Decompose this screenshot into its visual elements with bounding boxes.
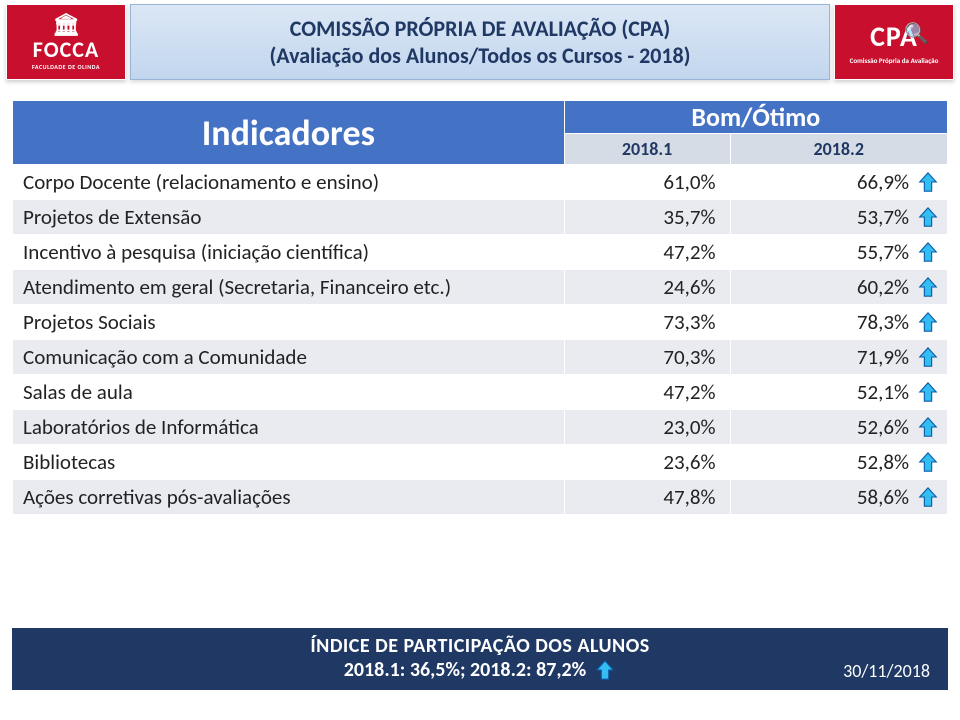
arrow-up-icon (917, 451, 939, 473)
value-period1: 61,0% (564, 165, 730, 200)
value-period2-text: 53,7% (857, 204, 909, 230)
arrow-up-icon (917, 381, 939, 403)
footer-date: 30/11/2018 (843, 660, 930, 682)
value-period2: 78,3% (730, 305, 947, 340)
th-period2: 2018.2 (730, 134, 947, 165)
value-period2: 66,9% (730, 165, 947, 200)
value-period2-text: 52,1% (857, 379, 909, 405)
footer-line2: 2018.1: 36,5%; 2018.2: 87,2% (344, 658, 616, 682)
value-period2-text: 66,9% (857, 169, 909, 195)
arrow-up-icon (594, 659, 616, 681)
indicator-label: Ações corretivas pós-avaliações (13, 480, 565, 515)
arrow-up-icon (917, 171, 939, 193)
indicators-table: Indicadores Bom/Ótimo 2018.1 2018.2 Corp… (12, 100, 948, 515)
value-period2-text: 71,9% (857, 344, 909, 370)
arrow-up-icon (917, 486, 939, 508)
table-row: Salas de aula47,2% 52,1% (13, 375, 948, 410)
magnifier-icon: 🔍 (904, 21, 930, 46)
value-period2: 60,2% (730, 270, 947, 305)
table-row: Incentivo à pesquisa (iniciação científi… (13, 235, 948, 270)
indicator-label: Bibliotecas (13, 445, 565, 480)
arrow-up-icon (917, 241, 939, 263)
value-period1: 23,6% (564, 445, 730, 480)
value-period2: 53,7% (730, 200, 947, 235)
table-row: Atendimento em geral (Secretaria, Financ… (13, 270, 948, 305)
indicator-label: Projetos de Extensão (13, 200, 565, 235)
arrow-up-icon (917, 346, 939, 368)
table-row: Projetos Sociais73,3% 78,3% (13, 305, 948, 340)
table-row: Comunicação com a Comunidade70,3% 71,9% (13, 340, 948, 375)
arrow-up-icon (917, 416, 939, 438)
logo-focca-name: FOCCA (33, 36, 99, 63)
logo-cpa-sub: Comissão Própria da Avaliação (850, 56, 939, 65)
indicator-label: Corpo Docente (relacionamento e ensino) (13, 165, 565, 200)
table-body: Corpo Docente (relacionamento e ensino)6… (13, 165, 948, 515)
value-period1: 23,0% (564, 410, 730, 445)
table-row: Laboratórios de Informática23,0% 52,6% (13, 410, 948, 445)
table-row: Projetos de Extensão35,7% 53,7% (13, 200, 948, 235)
arrow-up-icon (917, 206, 939, 228)
table-row: Corpo Docente (relacionamento e ensino)6… (13, 165, 948, 200)
value-period2-text: 52,6% (857, 414, 909, 440)
indicator-label: Comunicação com a Comunidade (13, 340, 565, 375)
table-row: Bibliotecas23,6% 52,8% (13, 445, 948, 480)
table-row: Ações corretivas pós-avaliações47,8% 58,6… (13, 480, 948, 515)
footer-line2-text: 2018.1: 36,5%; 2018.2: 87,2% (344, 658, 586, 682)
value-period1: 47,2% (564, 375, 730, 410)
value-period2: 71,9% (730, 340, 947, 375)
table-wrap: Indicadores Bom/Ótimo 2018.1 2018.2 Corp… (12, 100, 948, 515)
indicator-label: Laboratórios de Informática (13, 410, 565, 445)
value-period2: 52,8% (730, 445, 947, 480)
value-period2: 52,6% (730, 410, 947, 445)
value-period2: 58,6% (730, 480, 947, 515)
footer: ÍNDICE DE PARTICIPAÇÃO DOS ALUNOS 2018.1… (12, 628, 948, 690)
footer-line1: ÍNDICE DE PARTICIPAÇÃO DOS ALUNOS (12, 634, 948, 658)
logo-focca: 🏛 FOCCA FACULDADE DE OLINDA (6, 4, 126, 80)
value-period1: 35,7% (564, 200, 730, 235)
th-period1: 2018.1 (564, 134, 730, 165)
value-period1: 47,8% (564, 480, 730, 515)
arrow-up-icon (917, 276, 939, 298)
value-period2: 52,1% (730, 375, 947, 410)
indicator-label: Projetos Sociais (13, 305, 565, 340)
value-period1: 70,3% (564, 340, 730, 375)
indicator-label: Salas de aula (13, 375, 565, 410)
th-indicadores: Indicadores (13, 101, 565, 165)
building-icon: 🏛 (52, 14, 80, 36)
value-period2-text: 52,8% (857, 449, 909, 475)
indicator-label: Incentivo à pesquisa (iniciação científi… (13, 235, 565, 270)
value-period1: 73,3% (564, 305, 730, 340)
value-period1: 47,2% (564, 235, 730, 270)
title-line1: COMISSÃO PRÓPRIA DE AVALIAÇÃO (CPA) (290, 15, 671, 42)
value-period2: 55,7% (730, 235, 947, 270)
value-period2-text: 60,2% (857, 274, 909, 300)
logo-focca-sub: FACULDADE DE OLINDA (32, 63, 100, 71)
indicator-label: Atendimento em geral (Secretaria, Financ… (13, 270, 565, 305)
logo-cpa-name: CPA 🔍 (870, 19, 918, 54)
title-block: COMISSÃO PRÓPRIA DE AVALIAÇÃO (CPA) (Ava… (130, 4, 830, 80)
title-line2: (Avaliação dos Alunos/Todos os Cursos - … (269, 42, 690, 69)
value-period2-text: 55,7% (857, 239, 909, 265)
value-period1: 24,6% (564, 270, 730, 305)
logo-cpa: CPA 🔍 Comissão Própria da Avaliação (834, 4, 954, 80)
arrow-up-icon (917, 311, 939, 333)
header: 🏛 FOCCA FACULDADE DE OLINDA COMISSÃO PRÓ… (0, 0, 960, 80)
value-period2-text: 78,3% (857, 309, 909, 335)
th-bom-otimo: Bom/Ótimo (564, 101, 947, 134)
value-period2-text: 58,6% (857, 484, 909, 510)
